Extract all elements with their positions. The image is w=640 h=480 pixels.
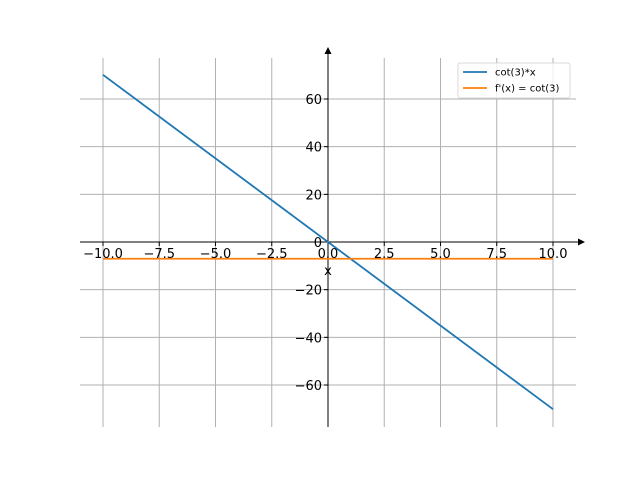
y-tick-label: 40 <box>305 141 322 156</box>
x-tick-label: 0.0 <box>318 247 339 262</box>
x-tick-label: 7.5 <box>486 247 507 262</box>
x-tick-label: −2.5 <box>256 247 288 262</box>
x-tick-label: −10.0 <box>83 247 123 262</box>
y-tick-label: 20 <box>305 188 322 203</box>
y-tick-label: −20 <box>295 284 322 299</box>
legend-entry: f'(x) = cot(3) <box>495 84 560 95</box>
legend: cot(3)*x f'(x) = cot(3) <box>457 62 571 99</box>
axes <box>80 47 585 427</box>
y-axis-arrow-icon <box>324 47 332 54</box>
y-tick-label: 60 <box>305 93 322 108</box>
x-tick-label: −7.5 <box>143 247 175 262</box>
series-line-1 <box>102 74 554 410</box>
x-tick-label: −5.0 <box>200 247 232 262</box>
x-axis-arrow-icon <box>578 238 585 246</box>
x-tick-label: 2.5 <box>374 247 395 262</box>
y-tick-label: 0 <box>314 236 322 251</box>
x-tick-label: 10.0 <box>539 247 568 262</box>
x-tick-label: 5.0 <box>430 247 451 262</box>
y-tick-label: −40 <box>295 331 322 346</box>
series-lines <box>102 74 554 410</box>
tick-labels: −10.0 −7.5 −5.0 −2.5 0.0 2.5 5.0 7.5 10.0 60 40 20 0… <box>83 93 567 394</box>
x-axis-label: x <box>324 264 332 279</box>
y-tick-label: −60 <box>295 379 322 394</box>
legend-entry: cot(3)*x <box>495 68 536 79</box>
